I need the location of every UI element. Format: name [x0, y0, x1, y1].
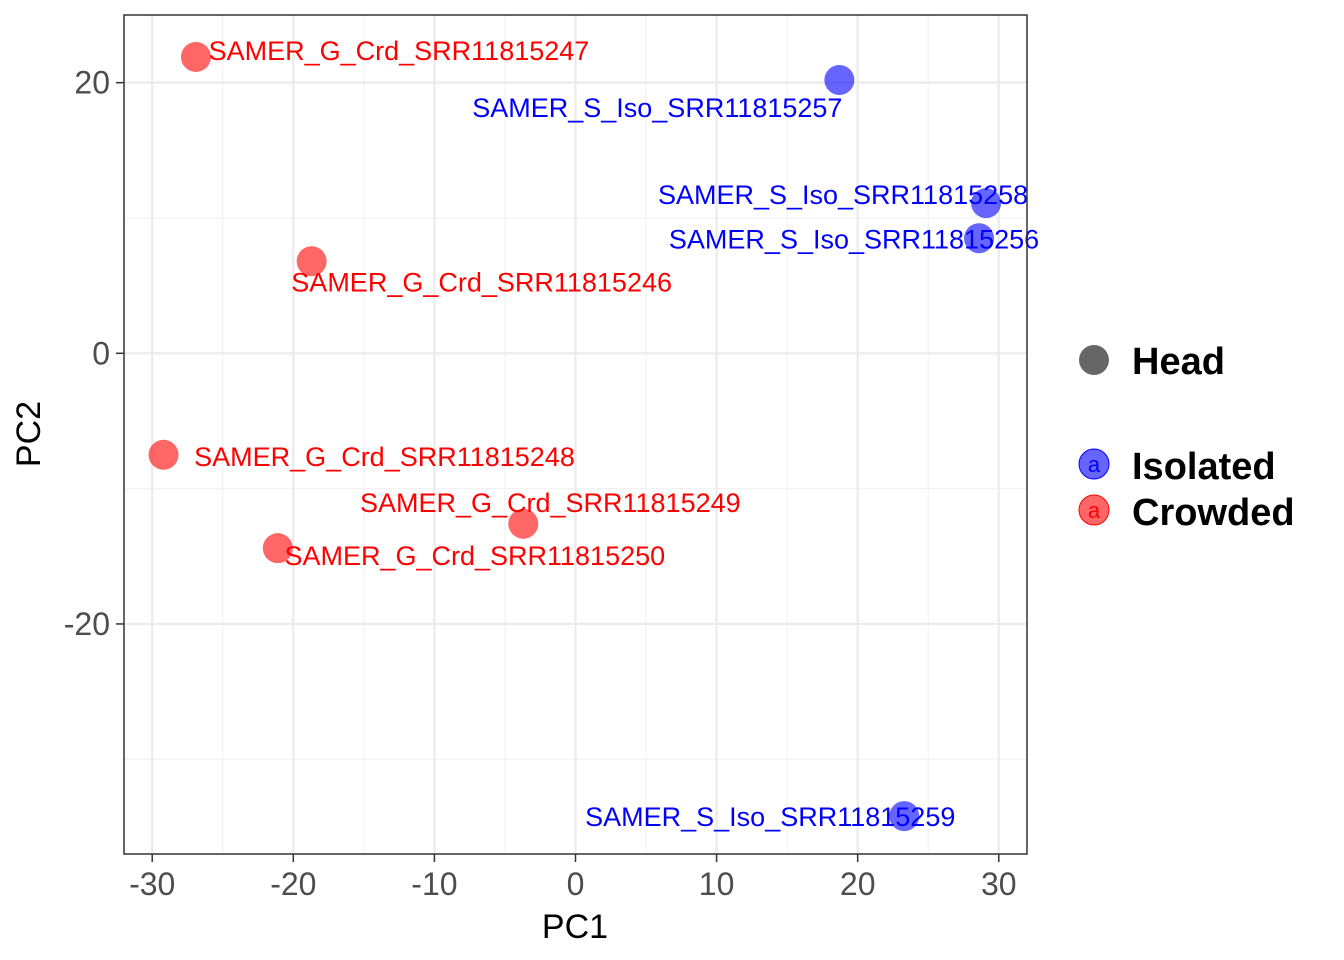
- legend-isolated-label: Isolated: [1132, 446, 1276, 488]
- legend-head-label: Head: [1132, 341, 1225, 383]
- x-tick-label: -20: [270, 866, 316, 902]
- legend-crowded-key: [1078, 494, 1110, 526]
- x-tick-label: 20: [840, 866, 876, 902]
- data-point: [180, 41, 211, 72]
- point-label: SAMER_G_Crd_SRR11815249: [360, 488, 741, 518]
- minor-gridlines: [124, 15, 1027, 854]
- x-tick-label: 10: [699, 866, 735, 902]
- point-label: SAMER_S_Iso_SRR11815257: [472, 93, 842, 123]
- point-label: SAMER_G_Crd_SRR11815248: [194, 442, 575, 472]
- data-point: [296, 246, 327, 277]
- major-gridlines: [124, 15, 1027, 854]
- point-label: SAMER_S_Iso_SRR11815256: [669, 224, 1039, 254]
- data-point: [971, 188, 1002, 219]
- legend-isolated-key-glyph: a: [1088, 452, 1101, 477]
- legend: Head a Isolated a Crowded: [1078, 341, 1295, 534]
- y-axis: -20 0 20: [64, 65, 124, 642]
- legend-head-key: [1079, 345, 1109, 375]
- x-axis-title: PC1: [542, 908, 608, 946]
- y-tick-label: 0: [92, 335, 110, 371]
- data-point: [508, 508, 539, 539]
- data-point: [262, 533, 293, 564]
- data-points: [148, 41, 1002, 832]
- data-point: [964, 223, 995, 254]
- y-tick-label: 20: [74, 65, 110, 101]
- x-tick-label: 0: [567, 866, 585, 902]
- data-point: [148, 439, 179, 470]
- x-tick-label: -10: [411, 866, 457, 902]
- point-label: SAMER_G_Crd_SRR11815246: [291, 267, 672, 297]
- data-point: [889, 801, 920, 832]
- point-label: SAMER_G_Crd_SRR11815247: [209, 36, 590, 66]
- point-label: SAMER_S_Iso_SRR11815259: [585, 802, 955, 832]
- point-label: SAMER_G_Crd_SRR11815250: [284, 541, 665, 571]
- y-axis-title: PC2: [10, 401, 48, 467]
- legend-isolated-key: [1078, 448, 1110, 480]
- x-axis: -30 -20 -10 0 10 20 30: [129, 854, 1017, 902]
- legend-crowded-key-glyph: a: [1088, 498, 1101, 523]
- y-tick-label: -20: [64, 606, 110, 642]
- x-tick-label: 30: [981, 866, 1017, 902]
- x-tick-label: -30: [129, 866, 175, 902]
- data-point: [824, 64, 855, 95]
- point-labels: SAMER_S_Iso_SRR11815257 SAMER_S_Iso_SRR11…: [194, 36, 1039, 832]
- point-label: SAMER_S_Iso_SRR11815258: [658, 180, 1028, 210]
- legend-crowded-label: Crowded: [1132, 492, 1295, 534]
